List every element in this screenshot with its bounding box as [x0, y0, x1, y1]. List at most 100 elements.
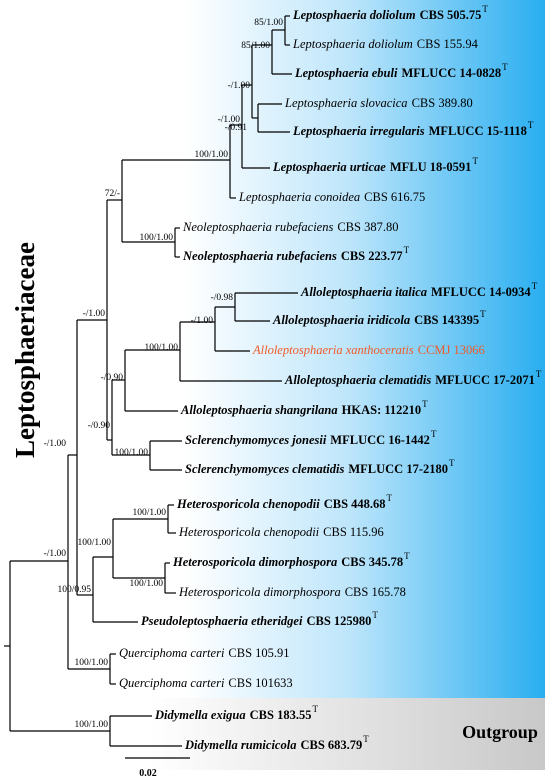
type-mark: T	[449, 458, 455, 468]
type-mark: T	[502, 62, 508, 72]
labels: Leptosphaeria doliolum CBS 505.75TLeptosp…	[44, 4, 542, 752]
type-mark: T	[404, 551, 410, 561]
type-mark: T	[404, 245, 410, 255]
strain: CBS 101633	[228, 676, 292, 690]
outgroup-shading	[150, 698, 545, 770]
strain: MFLUCC 17-2180	[348, 462, 448, 476]
strain: CBS 165.78	[345, 585, 406, 599]
support-value: -/1.00	[44, 549, 67, 559]
strain: CBS 115.96	[323, 525, 384, 539]
taxon-name: Leptosphaeria ebuli	[294, 66, 398, 80]
support-value: -/1.00	[83, 309, 106, 319]
taxon-label: Querciphoma carteri CBS 105.91	[119, 646, 290, 660]
taxon-label: Leptosphaeria doliolum CBS 505.75T	[292, 4, 488, 22]
type-mark: T	[387, 493, 393, 503]
support-value: 100/1.00	[132, 508, 166, 518]
type-mark: T	[363, 734, 369, 744]
support-value: 100/0.95	[57, 585, 91, 595]
taxon-name: Heterosporicola dimorphospora	[172, 555, 337, 569]
branches	[4, 15, 298, 747]
taxon-label: Heterosporicola dimorphospora CBS 165.78	[178, 585, 406, 599]
taxon-name: Heterosporicola chenopodii	[178, 525, 320, 539]
taxon-name: Querciphoma carteri	[119, 646, 225, 660]
taxon-name: Leptosphaeria conoidea	[238, 190, 360, 204]
taxon-label: Heterosporicola chenopodii CBS 115.96	[178, 525, 384, 539]
strain: MFLUCC 15-1118	[429, 124, 527, 138]
taxon-label: Leptosphaeria conoidea CBS 616.75	[238, 190, 425, 204]
strain: CBS 155.94	[417, 37, 479, 51]
type-mark: T	[528, 120, 534, 130]
taxon-name: Neoleptosphaeria rubefaciens	[182, 249, 337, 263]
strain: CBS 345.78	[341, 555, 403, 569]
taxon-name: Didymella exigua	[154, 708, 246, 722]
support-value: 100/1.00	[144, 343, 178, 353]
type-mark: T	[480, 309, 486, 319]
strain: CBS 505.75	[420, 8, 482, 22]
taxon-label: Alloleptosphaeria shangrilana HKAS: 11221…	[180, 399, 428, 417]
strain: MFLUCC 17-2071	[435, 373, 535, 387]
type-mark: T	[422, 399, 428, 409]
taxon-label: Didymella exigua CBS 183.55T	[154, 704, 318, 722]
type-mark: T	[532, 281, 538, 291]
support-value: -/0.91	[225, 123, 248, 133]
strain: CBS 616.75	[364, 190, 425, 204]
support-value: -/1.00	[218, 115, 241, 125]
taxon-label: Pseudoleptosphaeria etheridgei CBS 125980…	[141, 610, 378, 628]
taxon-label: Neoleptosphaeria rubefaciens CBS 223.77T	[182, 245, 410, 263]
taxon-name: Sclerenchymomyces clematidis	[185, 462, 344, 476]
taxon-name: Leptosphaeria doliolum	[292, 37, 413, 51]
taxon-name: Alloleptosphaeria iridicola	[272, 313, 410, 327]
taxon-label: Leptosphaeria slovacica CBS 389.80	[284, 96, 473, 110]
taxon-name: Leptosphaeria slovacica	[284, 96, 408, 110]
taxon-label: Alloleptosphaeria xanthoceratis CCMJ 1306…	[252, 343, 485, 357]
taxon-label: Heterosporicola chenopodii CBS 448.68T	[176, 493, 393, 511]
strain: MFLU 18-0591	[390, 160, 472, 174]
strain: CBS 105.91	[228, 646, 289, 660]
taxon-label: Querciphoma carteri CBS 101633	[119, 676, 293, 690]
strain: HKAS: 112210	[342, 403, 422, 417]
strain: CBS 387.80	[337, 220, 398, 234]
taxon-name: Querciphoma carteri	[119, 676, 225, 690]
taxon-label: Leptosphaeria ebuli MFLUCC 14-0828T	[294, 62, 508, 80]
type-mark: T	[372, 610, 378, 620]
support-value: 100/1.00	[194, 150, 228, 160]
ingroup-shading	[185, 0, 545, 698]
strain: CBS 389.80	[412, 96, 473, 110]
taxon-label: Leptosphaeria urticae MFLU 18-0591T	[272, 156, 478, 174]
taxon-name: Pseudoleptosphaeria etheridgei	[141, 614, 303, 628]
strain: CBS 125980	[306, 614, 371, 628]
family-label: Leptosphaeriaceae	[10, 242, 40, 458]
support-value: 100/1.00	[114, 448, 148, 458]
support-value: 72/-	[105, 189, 120, 199]
support-value: -/1.00	[228, 81, 251, 91]
outgroup-label: Outgroup	[462, 722, 538, 742]
strain: CBS 183.55	[250, 708, 312, 722]
taxon-name: Leptosphaeria urticae	[272, 160, 386, 174]
strain: CBS 683.79	[300, 738, 362, 752]
support-value: -/1.00	[191, 316, 214, 326]
strain: CBS 448.68	[324, 497, 386, 511]
support-value: -/0.90	[88, 421, 111, 431]
strain: MFLUCC 14-0934	[431, 285, 531, 299]
taxon-label: Neoleptosphaeria rubefaciens CBS 387.80	[182, 220, 398, 234]
taxon-label: Leptosphaeria irregularis MFLUCC 15-1118T	[292, 120, 534, 138]
type-mark: T	[482, 4, 488, 14]
taxon-name: Leptosphaeria irregularis	[292, 124, 425, 138]
taxon-name: Sclerenchymomyces jonesii	[185, 433, 327, 447]
support-value: 100/1.00	[129, 579, 163, 589]
taxon-label: Sclerenchymomyces jonesii MFLUCC 16-1442T	[185, 429, 437, 447]
type-mark: T	[536, 369, 542, 379]
taxon-label: Alloleptosphaeria italica MFLUCC 14-0934T	[300, 281, 538, 299]
strain: CCMJ 13066	[418, 343, 485, 357]
taxon-label: Leptosphaeria doliolum CBS 155.94	[292, 37, 479, 51]
type-mark: T	[431, 429, 437, 439]
support-value: 100/1.00	[77, 538, 111, 548]
taxon-name: Alloleptosphaeria xanthoceratis	[252, 343, 414, 357]
taxon-name: Didymella rumicicola	[184, 738, 296, 752]
taxon-name: Alloleptosphaeria clematidis	[284, 373, 431, 387]
taxon-label: Sclerenchymomyces clematidis MFLUCC 17-21…	[185, 458, 455, 476]
support-value: 100/1.00	[74, 658, 108, 668]
support-value: 100/1.00	[74, 720, 108, 730]
support-value: -/1.00	[44, 439, 67, 449]
